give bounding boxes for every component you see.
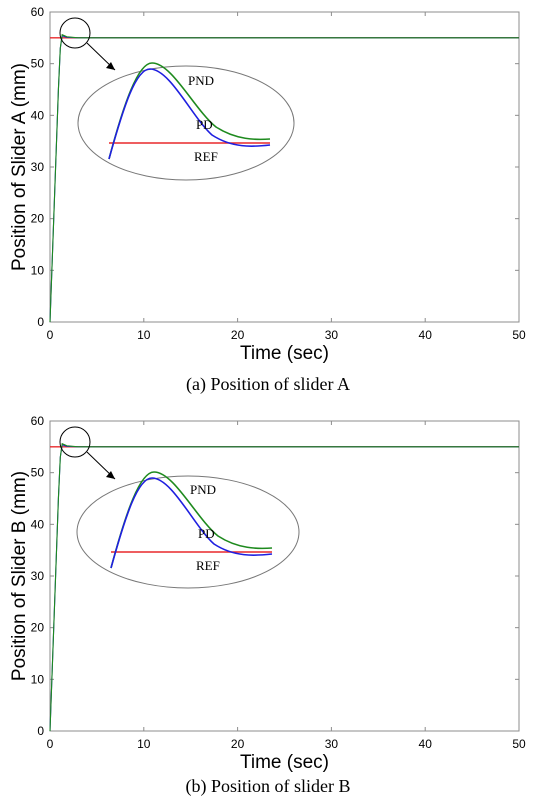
panel-b-x-tick-label: 0: [47, 737, 54, 751]
panel-a-y-axis-label: Position of Slider A (mm): [9, 63, 30, 271]
panel-a-caption: (a) Position of slider A: [186, 374, 350, 395]
panel-a-zoom-arrowhead: [106, 62, 115, 70]
panel-a-y-tick-label: 0: [37, 315, 44, 329]
panel-a-inset-label-pnd: PND: [188, 73, 214, 88]
panel-b-zoom-arrowhead: [106, 471, 115, 479]
panel-b-y-tick-label: 40: [31, 517, 45, 531]
panel-b-series-pnd: [49, 442, 519, 732]
panel-b-inset-ellipse: [76, 475, 300, 589]
panel-b-caption: (b) Position of slider B: [186, 776, 351, 797]
panel-b-y-tick-label: 50: [31, 466, 45, 480]
panel-a-x-tick-label: 50: [512, 328, 526, 342]
panel-b-inset-label-pd: PD: [198, 526, 215, 541]
panel-a-x-tick-label: 30: [325, 328, 339, 342]
panel-a-inset-ellipse: [77, 65, 295, 181]
panel-a-zoom-circle: [59, 17, 91, 49]
panel-a-y-tick-label: 20: [31, 212, 45, 226]
panel-a-x-axis-label: Time (sec): [240, 343, 329, 364]
panel-a-y-tick-label: 30: [31, 160, 45, 174]
panel-a-y-tick-label: 50: [31, 57, 45, 71]
panel-a-y-tick-label: 60: [31, 5, 45, 19]
panel-a-x-tick-label: 20: [231, 328, 245, 342]
panel-b-y-tick-label: 60: [31, 414, 45, 428]
panel-b-x-tick-label: 20: [231, 737, 245, 751]
panel-a-series-pnd: [49, 33, 519, 323]
panel-a-y-tick-label: 40: [31, 108, 45, 122]
panel-b-zoom-circle: [59, 426, 91, 458]
panel-a-inset-pd: [108, 68, 271, 160]
panel-b-x-tick-label: 10: [137, 737, 151, 751]
panel-a-x-tick-label: 0: [47, 328, 54, 342]
panel-b-x-tick-label: 30: [325, 737, 339, 751]
panel-b-inset-label-ref: REF: [196, 558, 220, 573]
panel-a-inset-label-ref: REF: [194, 149, 218, 164]
panel-b-y-tick-label: 10: [31, 672, 45, 686]
panel-b-inset-label-pnd: PND: [190, 482, 216, 497]
panel-a-y-tick-label: 10: [31, 263, 45, 277]
panel-b-y-tick-label: 20: [31, 621, 45, 635]
panel-b-y-tick-label: 0: [37, 724, 44, 738]
panel-b-inset-pd: [110, 477, 273, 569]
panel-a-x-tick-label: 40: [419, 328, 433, 342]
panel-a-x-tick-label: 10: [137, 328, 151, 342]
panel-b-x-tick-label: 50: [512, 737, 526, 751]
panel-b-x-axis-label: Time (sec): [240, 752, 329, 773]
panel-b-y-tick-label: 30: [31, 569, 45, 583]
panel-b-x-tick-label: 40: [419, 737, 433, 751]
panel-a-inset-label-pd: PD: [196, 117, 213, 132]
panel-b-y-axis-label: Position of Slider B (mm): [9, 471, 30, 681]
